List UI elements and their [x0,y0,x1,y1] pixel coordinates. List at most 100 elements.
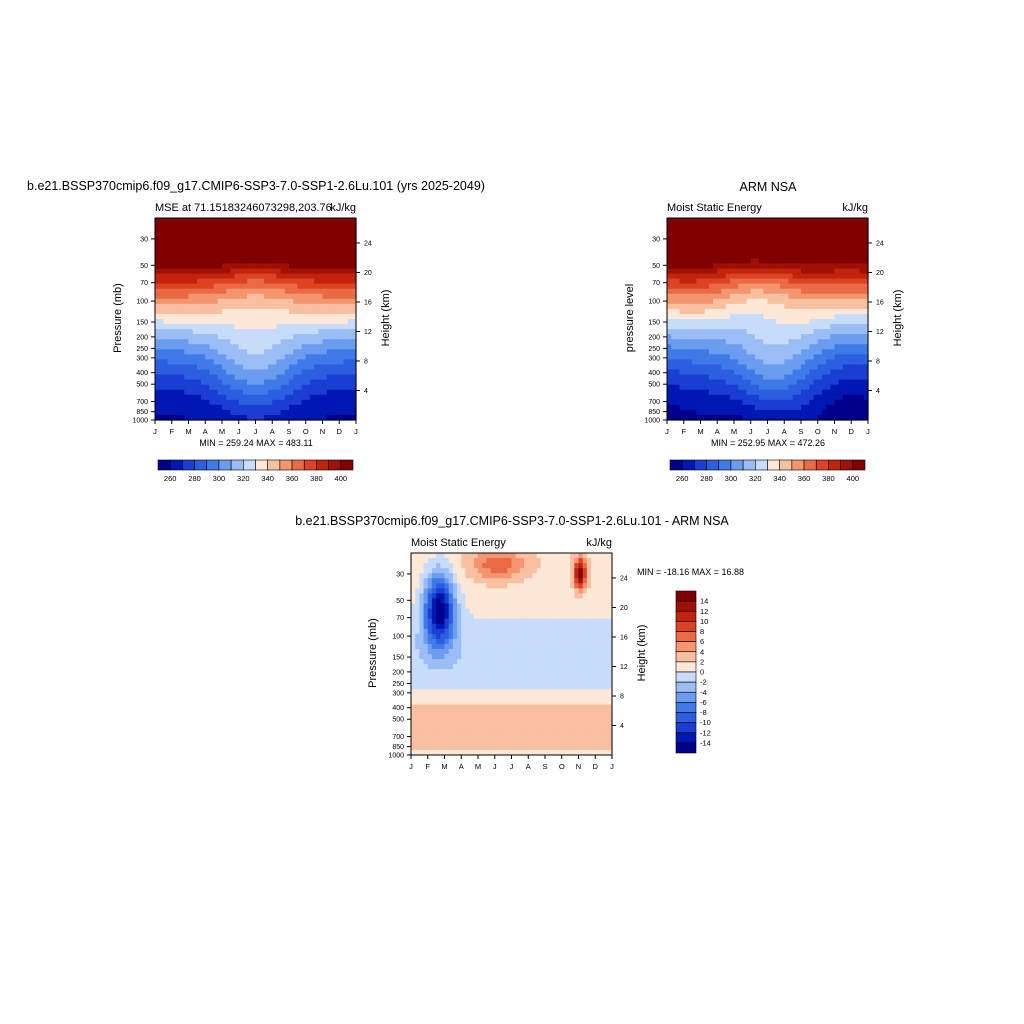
field-cell [343,298,349,305]
field-cell [347,263,353,270]
field-cell [440,578,446,584]
field-cell [494,699,500,706]
field-cell [780,404,785,411]
field-cell [725,258,731,265]
y-tick-label: 400 [136,370,148,377]
field-cell [775,228,781,234]
field-cell [851,339,857,345]
field-cell [767,283,773,290]
field-cell [452,568,458,574]
field-cell [734,359,739,366]
field-cell [469,568,475,574]
field-cell [276,233,282,239]
field-cell [309,308,315,315]
field-cell [330,379,336,386]
field-cell [276,409,282,416]
field-cell [771,404,777,411]
field-cell [675,404,681,411]
field-cell [863,334,869,340]
field-cell [667,344,672,350]
field-cell [448,704,454,711]
field-cell [205,354,211,360]
field-cell [339,253,345,259]
field-cell [478,553,483,559]
field-cell [284,303,290,310]
field-cell [729,384,735,391]
field-cell [796,283,802,290]
field-cell [725,313,731,320]
field-cell [213,253,219,259]
field-cell [259,293,265,300]
field-cell [796,278,802,285]
field-cell [171,414,177,421]
field-cell [427,674,433,680]
field-cell [708,223,714,229]
field-cell [247,243,252,249]
field-cell [687,409,693,416]
field-cell [213,263,219,270]
field-cell [780,319,785,325]
field-cell [301,324,307,330]
field-cell [222,293,227,300]
field-cell [238,329,244,335]
field-cell [821,409,827,416]
field-cell [721,374,727,381]
field-cell [175,384,181,391]
field-cell [411,684,416,690]
field-cell [863,263,869,270]
field-cell [411,729,416,736]
field-cell [163,308,169,315]
field-cell [830,379,836,386]
field-cell [805,334,810,340]
field-cell [742,218,748,224]
field-cell [263,404,269,411]
field-cell [448,648,454,655]
field-cell [742,394,748,401]
field-cell [268,243,273,249]
field-cell [503,714,508,721]
field-cell [234,389,240,396]
field-cell [314,324,319,330]
field-cell [717,339,723,345]
field-cell [759,319,764,325]
field-cell [465,669,471,675]
field-cell [314,238,319,244]
field-cell [209,303,215,310]
colorbar-tick-label: 280 [700,474,713,483]
field-cell [742,223,748,229]
field-cell [234,354,240,360]
field-cell [738,319,743,325]
field-cell [809,268,815,275]
field-cell [490,729,496,736]
field-cell [289,223,294,229]
field-cell [838,228,844,234]
field-cell [289,268,294,275]
field-cell [305,273,311,280]
field-cell [725,288,731,295]
field-cell [276,293,282,300]
field-cell [180,394,185,401]
field-cell [742,329,748,335]
field-cell [268,409,273,416]
field-cell [280,384,286,391]
field-cell [692,288,697,295]
field-cell [859,319,865,325]
field-cell [696,263,702,270]
field-cell [704,354,710,360]
field-cell [234,253,240,259]
field-cell [326,248,332,254]
field-cell [692,258,697,265]
field-cell [436,643,441,650]
field-cell [251,243,257,249]
field-cell [431,563,437,569]
field-cell [788,394,794,401]
field-cell [213,228,219,234]
field-cell [263,238,269,244]
field-cell [792,339,798,345]
field-cell [452,628,458,635]
field-cell [347,319,353,325]
field-cell [255,283,261,290]
field-cell [721,278,727,285]
field-cell [305,329,311,335]
field-cell [834,329,840,335]
